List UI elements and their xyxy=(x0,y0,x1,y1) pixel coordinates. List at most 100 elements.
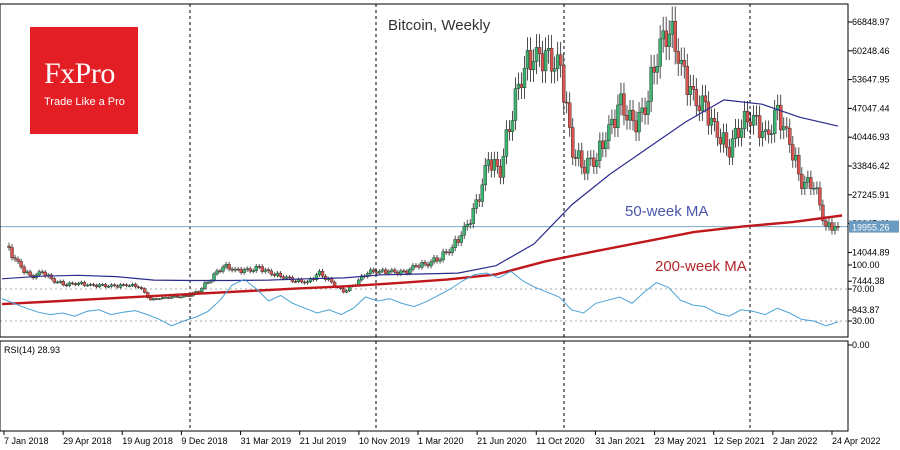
candle-down xyxy=(375,271,379,274)
price-tick-label: 66848.97 xyxy=(852,17,890,27)
candle-up xyxy=(468,223,472,225)
candle-down xyxy=(103,284,108,288)
candle-up xyxy=(170,296,174,299)
candle-down xyxy=(7,245,11,248)
price-tick-label: 60248.46 xyxy=(852,46,890,56)
candle-up xyxy=(109,284,114,287)
rsi-tick-label: 70.00 xyxy=(852,284,875,294)
candle-down xyxy=(320,270,325,277)
candle-down xyxy=(836,226,840,228)
time-tick-label: 10 Nov 2019 xyxy=(359,436,410,446)
time-tick-label: 29 Apr 2018 xyxy=(63,436,112,446)
candle-down xyxy=(601,140,605,150)
candle-up xyxy=(760,131,765,138)
candle-up xyxy=(471,208,475,224)
candle-down xyxy=(405,270,409,274)
time-tick-label: 12 Sep 2021 xyxy=(714,436,765,446)
candle-up xyxy=(616,104,620,128)
candle-up xyxy=(769,133,774,135)
candle-down xyxy=(272,274,276,276)
candle-up xyxy=(173,296,177,298)
candle-up xyxy=(459,234,463,243)
candle-down xyxy=(797,155,801,175)
candle-up xyxy=(408,269,412,274)
candle-up xyxy=(546,48,551,51)
candle-down xyxy=(745,110,750,123)
candle-down xyxy=(299,279,304,283)
candle-down xyxy=(736,127,741,138)
candle-up xyxy=(233,268,237,271)
candle-up xyxy=(619,93,623,106)
candle-down xyxy=(757,115,762,138)
candle-up xyxy=(387,271,391,274)
time-tick-label: 7 Jan 2018 xyxy=(4,436,49,446)
candle-down xyxy=(136,286,141,289)
candle-down xyxy=(22,266,26,273)
candle-up xyxy=(610,118,614,125)
candle-up xyxy=(161,297,165,299)
candle-down xyxy=(82,282,87,286)
candle-up xyxy=(263,269,267,272)
candle-up xyxy=(251,270,255,272)
ma-50-label: 50-week MA xyxy=(625,203,708,220)
logo-brand: FxPro xyxy=(44,57,115,90)
candle-down xyxy=(341,288,346,293)
candle-up xyxy=(552,68,557,72)
candle-down xyxy=(564,101,569,104)
candle-down xyxy=(456,239,460,243)
candle-down xyxy=(537,47,542,54)
candle-down xyxy=(444,251,448,253)
logo-tagline: Trade Like a Pro xyxy=(44,96,125,108)
candle-up xyxy=(637,111,641,133)
candle-down xyxy=(568,102,572,128)
candle-up xyxy=(152,298,156,301)
candle-down xyxy=(788,127,792,145)
candle-down xyxy=(139,287,144,289)
candle-up xyxy=(782,126,786,131)
candle-down xyxy=(447,251,451,254)
candle-down xyxy=(40,271,44,273)
candle-down xyxy=(426,263,430,267)
candle-down xyxy=(694,89,699,107)
candle-up xyxy=(483,165,488,186)
candle-up xyxy=(733,127,738,139)
price-tick-label: 47047.44 xyxy=(852,103,890,113)
candle-down xyxy=(718,137,723,145)
candle-up xyxy=(598,140,602,161)
rsi-line xyxy=(1,270,839,327)
candle-down xyxy=(260,266,264,272)
candle-up xyxy=(525,50,530,69)
candle-up xyxy=(815,187,819,190)
price-tick-label: 14044.89 xyxy=(852,247,890,257)
candle-down xyxy=(549,48,554,72)
candle-up xyxy=(513,88,518,121)
candle-up xyxy=(730,138,735,158)
candle-up xyxy=(604,140,608,150)
candle-up xyxy=(366,273,370,277)
candle-up xyxy=(655,66,659,73)
candle-up xyxy=(106,286,111,288)
candle-down xyxy=(477,199,481,202)
ma-200-label: 200-week MA xyxy=(655,258,747,275)
candle-up xyxy=(221,266,225,272)
candle-down xyxy=(625,114,629,121)
candle-up xyxy=(224,264,228,268)
candle-down xyxy=(712,118,717,122)
candle-up xyxy=(317,270,322,275)
candle-down xyxy=(435,257,439,262)
candle-up xyxy=(589,157,593,160)
candle-down xyxy=(49,274,53,279)
candle-down xyxy=(278,272,283,277)
candle-up xyxy=(314,274,319,280)
candle-up xyxy=(586,158,590,174)
candle-up xyxy=(200,288,204,292)
candle-up xyxy=(245,268,249,270)
candle-down xyxy=(583,166,587,174)
main-panel-frame xyxy=(0,3,849,338)
candle-up xyxy=(806,177,810,183)
candle-down xyxy=(239,268,243,273)
candle-up xyxy=(212,273,216,281)
candle-down xyxy=(818,187,822,206)
candle-down xyxy=(507,129,512,132)
time-tick-label: 2 Jan 2022 xyxy=(773,436,818,446)
